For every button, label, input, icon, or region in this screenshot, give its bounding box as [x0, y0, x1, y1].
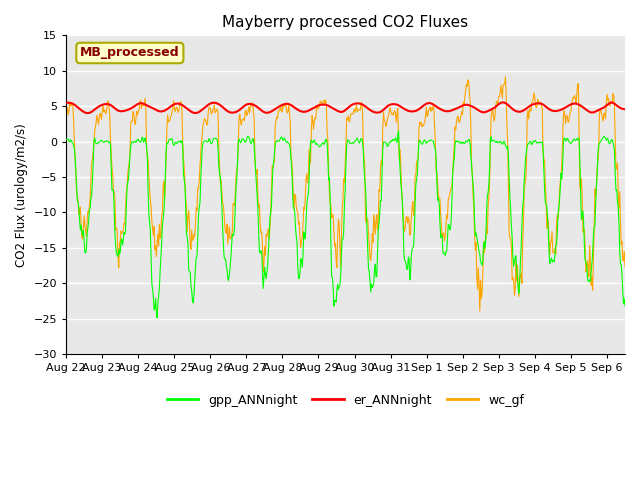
- Text: MB_processed: MB_processed: [80, 47, 180, 60]
- Legend: gpp_ANNnight, er_ANNnight, wc_gf: gpp_ANNnight, er_ANNnight, wc_gf: [162, 389, 529, 412]
- Y-axis label: CO2 Flux (urology/m2/s): CO2 Flux (urology/m2/s): [15, 123, 28, 266]
- Title: Mayberry processed CO2 Fluxes: Mayberry processed CO2 Fluxes: [223, 15, 468, 30]
